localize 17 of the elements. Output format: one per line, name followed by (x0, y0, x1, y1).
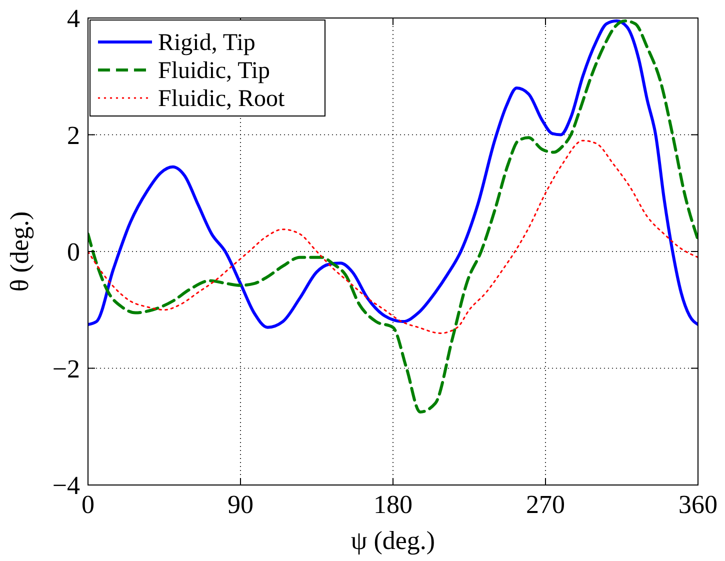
y-tick-label: −4 (52, 471, 80, 500)
legend-label: Rigid, Tip (158, 30, 256, 56)
x-tick-label: 180 (374, 490, 412, 519)
y-tick-label: 0 (67, 238, 80, 266)
x-tick-label: 360 (678, 490, 718, 519)
y-tick-label: 4 (67, 4, 80, 33)
line-series (88, 140, 698, 334)
x-tick-label: 270 (526, 490, 565, 519)
y-axis-title: θ (deg.) (5, 211, 34, 292)
line-series (88, 19, 698, 414)
x-axis-title: ψ (deg.) (350, 526, 436, 555)
x-tick-label: 90 (228, 490, 254, 519)
y-tick-label: −2 (52, 354, 80, 384)
legend-label: Fluidic, Tip (158, 58, 270, 84)
legend-label: Fluidic, Root (158, 86, 286, 112)
y-tick-label: 2 (67, 120, 80, 150)
line-series (88, 19, 698, 329)
